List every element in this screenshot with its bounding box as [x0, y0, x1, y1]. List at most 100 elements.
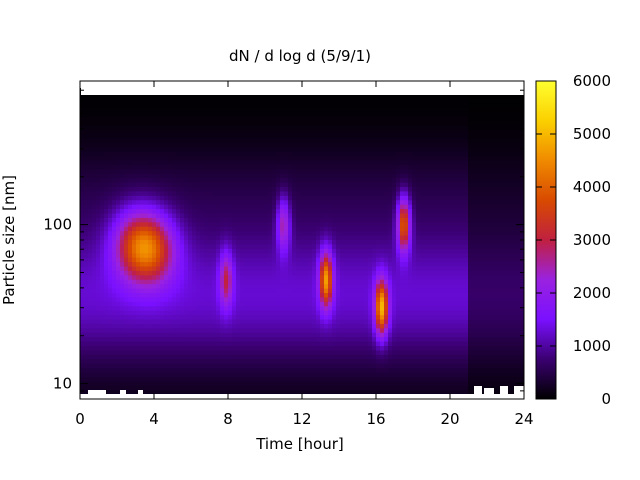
heatmap-cell: [144, 354, 149, 360]
heatmap-cell: [352, 266, 357, 272]
heatmap-cell: [132, 350, 137, 356]
heatmap-cell: [312, 332, 317, 338]
heatmap-cell: [300, 319, 305, 325]
heatmap-cell: [136, 368, 141, 374]
heatmap-cell: [304, 111, 309, 117]
heatmap-cell: [108, 156, 113, 162]
heatmap-cell: [160, 173, 165, 179]
heatmap-cell: [96, 346, 101, 352]
heatmap-cell: [120, 244, 125, 250]
heatmap-cell: [272, 213, 277, 219]
heatmap-cell: [240, 213, 245, 219]
heatmap-cell: [156, 350, 161, 356]
heatmap-cell: [156, 182, 161, 188]
heatmap-cell: [148, 156, 153, 162]
heatmap-cell: [188, 178, 193, 184]
heatmap-cell: [148, 235, 153, 241]
heatmap-cell: [152, 301, 157, 307]
heatmap-cell: [308, 134, 313, 140]
heatmap-cell: [244, 341, 249, 347]
heatmap-cell: [288, 147, 293, 153]
heatmap-cell: [120, 120, 125, 126]
heatmap-cell: [132, 240, 137, 246]
heatmap-cell: [96, 368, 101, 374]
heatmap-cell: [320, 178, 325, 184]
heatmap-cell: [100, 337, 105, 343]
heatmap-cell: [300, 266, 305, 272]
heatmap-cell: [120, 209, 125, 215]
heatmap-cell: [256, 310, 261, 316]
heatmap-cell: [180, 315, 185, 321]
heatmap-cell: [272, 328, 277, 334]
heatmap-cell: [280, 200, 285, 206]
heatmap-cell: [332, 138, 337, 144]
heatmap-cell: [344, 297, 349, 303]
heatmap-cell: [276, 120, 281, 126]
heatmap-cell: [100, 376, 105, 382]
heatmap-cell: [320, 173, 325, 179]
heatmap-cell: [152, 169, 157, 175]
heatmap-cell: [188, 359, 193, 365]
heatmap-cell: [136, 98, 141, 104]
heatmap-cell: [96, 266, 101, 272]
heatmap-cell: [168, 81, 173, 86]
heatmap-cell: [300, 204, 305, 210]
heatmap-cell: [132, 151, 137, 157]
heatmap-cell: [320, 376, 325, 382]
heatmap-cell: [284, 306, 289, 312]
heatmap-cell: [272, 200, 277, 206]
heatmap-cell: [152, 297, 157, 303]
heatmap-cell: [208, 98, 213, 104]
heatmap-cell: [276, 200, 281, 206]
heatmap-cell: [200, 111, 205, 117]
heatmap-cell: [216, 319, 221, 325]
heatmap-cell: [288, 390, 293, 394]
heatmap-cell: [248, 240, 253, 246]
heatmap-cell: [128, 134, 133, 140]
heatmap-cell: [160, 204, 165, 210]
heatmap-cell: [148, 244, 153, 250]
heatmap-cell: [320, 213, 325, 219]
heatmap-cell: [192, 346, 197, 352]
heatmap-cell: [340, 103, 345, 109]
heatmap-cell: [272, 217, 277, 223]
heatmap-cell: [244, 310, 249, 316]
heatmap-cell: [216, 209, 221, 215]
heatmap-cell: [312, 279, 317, 285]
heatmap-cell: [204, 385, 209, 391]
heatmap-cell: [196, 103, 201, 109]
heatmap-cell: [344, 319, 349, 325]
heatmap-cell: [280, 134, 285, 140]
heatmap-cell: [348, 151, 353, 157]
heatmap-cell: [212, 390, 217, 394]
heatmap-cell: [168, 337, 173, 343]
heatmap-cell: [192, 200, 197, 206]
heatmap-cell: [236, 182, 241, 188]
heatmap-cell: [152, 107, 157, 113]
heatmap-cell: [352, 368, 357, 374]
heatmap-cell: [192, 301, 197, 307]
heatmap-cell: [296, 253, 301, 259]
heatmap-cell: [296, 142, 301, 148]
heatmap-cell: [176, 306, 181, 312]
heatmap-cell: [240, 226, 245, 232]
heatmap-cell: [164, 222, 169, 228]
heatmap-cell: [232, 187, 237, 193]
heatmap-cell: [112, 337, 117, 343]
heatmap-cell: [300, 279, 305, 285]
heatmap-cell: [104, 315, 109, 321]
heatmap-cell: [96, 164, 101, 170]
heatmap-cell: [160, 213, 165, 219]
heatmap-cell: [228, 129, 233, 135]
heatmap-cell: [176, 169, 181, 175]
heatmap-cell: [260, 217, 265, 223]
heatmap-cell: [260, 235, 265, 241]
heatmap-cell: [304, 98, 309, 104]
heatmap-cell: [140, 332, 145, 338]
heatmap-cell: [156, 217, 161, 223]
heatmap-cell: [256, 142, 261, 148]
heatmap-cell: [100, 164, 105, 170]
heatmap-cell: [228, 111, 233, 117]
heatmap-cell: [80, 390, 85, 394]
heatmap-cell: [296, 262, 301, 268]
